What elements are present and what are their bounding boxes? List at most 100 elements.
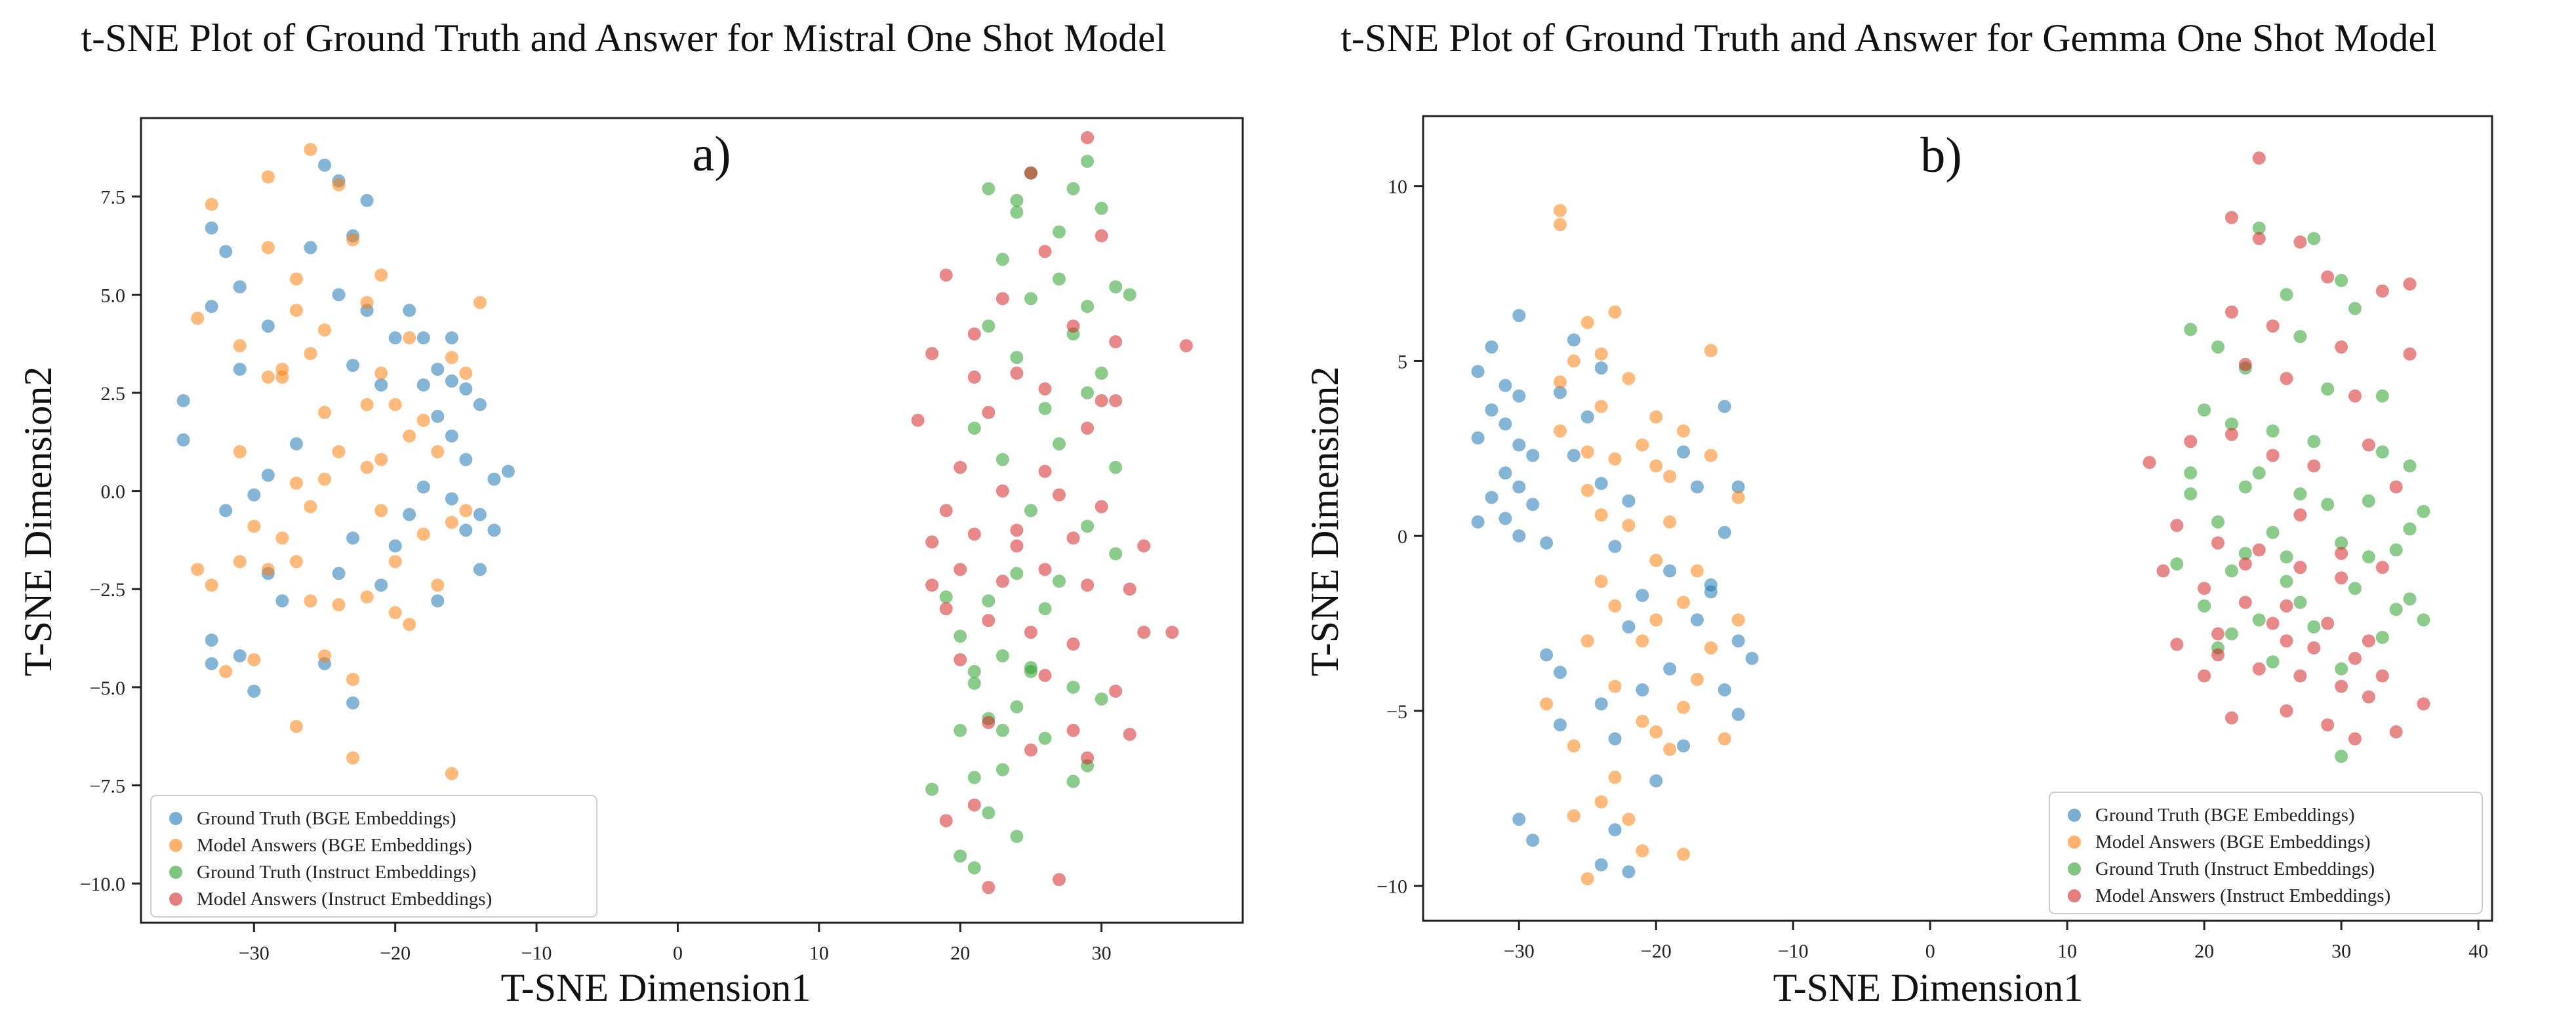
x-axis-label: T-SNE Dimension1 [1773, 966, 2083, 1009]
data-point [1567, 739, 1580, 753]
data-point [2252, 151, 2266, 165]
data-point [233, 649, 247, 662]
tick-layer: −30 −20 −10 0 10 20 30 7.5 5.0 2.5 0.0 −2.5 −5.0 −7.5… [80, 187, 1112, 964]
data-point [304, 500, 317, 514]
data-point [1553, 386, 1567, 399]
data-point [2238, 546, 2252, 560]
data-point [2224, 711, 2238, 725]
legend-label: Ground Truth (BGE Embeddings) [2095, 805, 2355, 826]
data-point [996, 292, 1009, 306]
data-point [1066, 723, 1080, 737]
data-point [2293, 561, 2307, 575]
data-point [374, 367, 388, 380]
data-point [996, 252, 1009, 266]
data-point [332, 178, 346, 192]
data-point [967, 771, 981, 784]
data-point [2362, 550, 2375, 564]
data-point [1690, 613, 1704, 627]
data-point [403, 331, 416, 345]
data-point [1038, 401, 1052, 415]
data-point [2293, 487, 2307, 501]
data-point [403, 429, 416, 443]
data-point [1499, 466, 1512, 480]
data-point [318, 649, 331, 662]
data-point [982, 182, 996, 195]
data-point [304, 347, 317, 361]
data-point [1649, 554, 1663, 567]
data-point [1608, 540, 1622, 554]
data-point [1512, 438, 1526, 452]
data-point [2389, 725, 2403, 738]
data-point [261, 468, 275, 482]
data-point [360, 460, 374, 474]
data-point [1526, 498, 1540, 512]
data-point [304, 241, 317, 254]
data-point [233, 339, 247, 353]
data-point [2224, 417, 2238, 431]
data-point [1594, 347, 1608, 361]
data-point [1024, 166, 1037, 180]
data-point [2362, 690, 2375, 704]
data-point [1081, 578, 1095, 592]
data-point [318, 472, 331, 486]
data-point [332, 567, 346, 580]
data-point [939, 504, 953, 517]
data-point [459, 367, 473, 380]
data-point [2389, 543, 2403, 557]
data-point [388, 606, 402, 620]
data-point [1718, 525, 1731, 539]
data-point [2307, 641, 2321, 655]
data-point [954, 653, 967, 666]
data-point [1649, 613, 1663, 627]
y-tick-label: 0 [1398, 526, 1407, 548]
data-point [459, 382, 473, 395]
data-point [2375, 389, 2389, 403]
data-point [2252, 662, 2266, 676]
data-point [1010, 539, 1024, 553]
data-point [1038, 563, 1052, 576]
data-point [304, 142, 317, 156]
data-point [1690, 672, 1704, 686]
data-point [2252, 466, 2266, 480]
data-point [416, 480, 430, 494]
data-point [2184, 487, 2198, 501]
data-point [318, 158, 331, 172]
data-point [1137, 626, 1151, 639]
data-point [2266, 449, 2280, 462]
data-point [1636, 683, 1649, 696]
data-point [403, 304, 416, 317]
chart-legend: Ground Truth (BGE Embeddings) Model Answe… [2049, 792, 2483, 914]
data-point [2375, 669, 2389, 683]
data-point [2184, 466, 2198, 480]
data-point [1123, 727, 1137, 741]
data-point [1704, 344, 1718, 357]
data-point [967, 798, 981, 812]
data-point [967, 371, 981, 384]
x-tick-label: −10 [1778, 940, 1809, 962]
data-point [374, 504, 388, 517]
data-point [982, 806, 996, 820]
data-point [1010, 367, 1024, 380]
legend-box [150, 795, 597, 918]
tick-layer: −30 −20 −10 0 10 20 30 40 10 5 0 −5 −10 [1377, 176, 2488, 962]
data-point [982, 881, 996, 895]
data-point [487, 472, 501, 486]
data-point [954, 460, 967, 474]
data-point [1010, 523, 1024, 537]
chart-title: t-SNE Plot of Ground Truth and Answer fo… [1340, 16, 2437, 60]
data-point [1095, 692, 1108, 706]
data-point [1608, 679, 1622, 693]
data-point [1038, 464, 1052, 478]
y-tick-label: 7.5 [101, 187, 126, 209]
data-point [925, 347, 939, 361]
data-point [1137, 539, 1151, 553]
y-tick-label: 5.0 [101, 285, 126, 306]
data-point [191, 312, 205, 325]
data-point [1109, 280, 1123, 294]
data-point [1066, 531, 1080, 545]
data-point [1526, 449, 1540, 462]
data-point [996, 453, 1009, 466]
data-point [2280, 599, 2293, 613]
x-tick-label: 20 [2194, 940, 2214, 962]
